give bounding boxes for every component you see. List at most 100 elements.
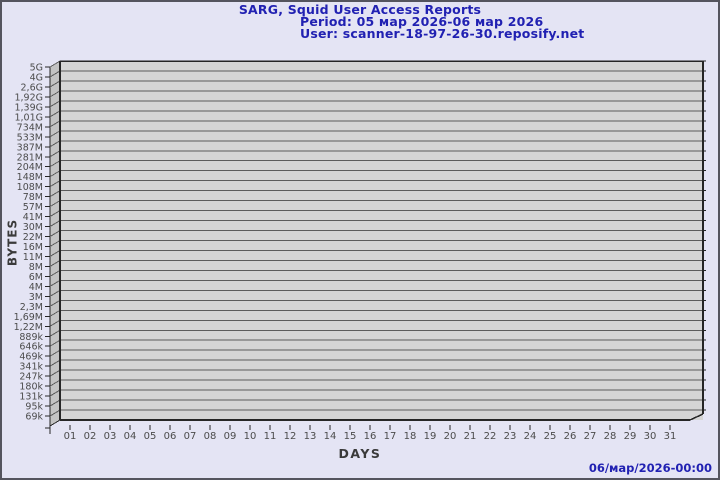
wall-grid-line [49, 289, 61, 297]
y-tick-label: 341k [19, 362, 43, 373]
wall-grid-line [49, 250, 61, 257]
x-tick-label: 29 [624, 431, 637, 442]
wall-grid-line [49, 60, 61, 68]
y-tick-label: 3M [29, 292, 43, 303]
wall-grid-line [49, 230, 61, 237]
x-tick-label: 18 [404, 431, 417, 442]
x-tick-label: 07 [184, 431, 197, 442]
y-tick-label: 1,92G [14, 92, 43, 103]
wall-grid-line [49, 120, 61, 128]
y-tick-label: 16M [23, 242, 43, 253]
y-tick-label: 57M [23, 202, 43, 213]
wall-grid-line [49, 80, 61, 88]
x-tick-label: 31 [664, 431, 677, 442]
wall-grid-line [49, 220, 61, 227]
x-tick-label: 27 [584, 431, 597, 442]
y-tick-label: 1,01G [14, 112, 43, 123]
y-tick-label: 734M [17, 122, 43, 133]
y-tick-label: 180k [19, 382, 43, 393]
wall-grid-line [49, 200, 61, 208]
y-tick-label: 2,3M [20, 302, 43, 313]
y-tick-label: 69k [25, 412, 43, 423]
wall-grid-line [49, 70, 61, 78]
y-tick-label: 11M [23, 252, 43, 263]
x-tick-label: 10 [244, 431, 257, 442]
wall-grid-line [49, 309, 61, 317]
wall-grid-line [49, 339, 61, 347]
x-tick-label: 03 [104, 431, 117, 442]
x-tick-label: 15 [344, 431, 357, 442]
x-tick-label: 13 [304, 431, 317, 442]
wall-grid-line [49, 90, 61, 98]
wall-grid-line [49, 349, 61, 357]
wall-grid-line [49, 240, 61, 247]
y-tick-label: 2,6G [21, 82, 43, 93]
wall-grid-line [49, 140, 61, 148]
x-tick-label: 22 [484, 431, 497, 442]
x-tick-label: 04 [124, 431, 137, 442]
y-tick-label: 8M [29, 262, 43, 273]
wall-grid-line [49, 369, 61, 377]
x-tick-label: 11 [264, 431, 277, 442]
wall-grid-line [49, 260, 61, 267]
y-tick-label: 108M [17, 182, 43, 193]
y-tick-label: 247k [19, 372, 43, 383]
x-tick-label: 28 [604, 431, 617, 442]
y-tick-label: 1,22M [14, 322, 43, 333]
y-tick-label: 1,69M [14, 312, 43, 323]
y-tick-label: 646k [19, 342, 43, 353]
y-tick-label: 1,39G [14, 102, 43, 113]
wall-grid-line [49, 180, 61, 188]
chart-title: SARG, Squid User Access Reports [238, 2, 482, 17]
y-tick-label: 78M [23, 192, 43, 203]
x-tick-label: 24 [524, 431, 537, 442]
y-tick-label: 30M [23, 222, 43, 233]
wall-grid-line [49, 190, 61, 198]
wall-grid-line [49, 299, 61, 307]
x-tick-label: 21 [464, 431, 477, 442]
y-tick-label: 22M [23, 232, 43, 243]
x-tick-label: 06 [164, 431, 177, 442]
wall-grid-line [49, 100, 61, 108]
x-tick-label: 17 [384, 431, 397, 442]
chart-subtitle: Period: 05 мар 2026-06 мар 2026 User: sc… [300, 16, 584, 39]
wall-grid-line [49, 409, 61, 417]
y-axis-title: BYTES [5, 218, 20, 267]
y-tick-label: 41M [23, 212, 43, 223]
wall-grid-line [49, 130, 61, 138]
x-tick-label: 20 [444, 431, 457, 442]
wall-grid-line [49, 389, 61, 397]
y-tick-label: 469k [19, 352, 43, 363]
y-tick-label: 131k [19, 392, 43, 403]
y-tick-label: 5G [30, 63, 43, 74]
x-tick-label: 30 [644, 431, 657, 442]
x-tick-label: 23 [504, 431, 517, 442]
x-tick-label: 16 [364, 431, 377, 442]
x-tick-label: 09 [224, 431, 237, 442]
bottom-right-bevel [689, 413, 704, 421]
y-tick-label: 95k [25, 402, 43, 413]
x-tick-label: 08 [204, 431, 217, 442]
wall-grid-line [49, 279, 61, 287]
wall-grid-line [49, 160, 61, 168]
wall-grid-line [49, 269, 61, 277]
x-tick-label: 02 [84, 431, 97, 442]
x-tick-label: 26 [564, 431, 577, 442]
report-user: User: scanner-18-97-26-30.reposify.net [300, 25, 585, 41]
y-tick-label: 4M [29, 282, 43, 293]
y-tick-label: 4G [30, 72, 43, 83]
wall-grid-line [49, 210, 61, 218]
x-tick-label: 25 [544, 431, 557, 442]
report-period: Period: 05 мар 2026-06 мар 2026 [300, 14, 544, 29]
wall-grid-line [49, 379, 61, 387]
y-tick-label: 6M [29, 272, 43, 283]
y-tick-label: 889k [19, 332, 43, 343]
x-tick-label: 01 [64, 431, 77, 442]
x-tick-label: 14 [324, 431, 337, 442]
x-axis-title: DAYS [338, 446, 382, 461]
y-tick-label: 148M [17, 172, 43, 183]
wall-grid-line [49, 359, 61, 367]
wall-grid-line [49, 110, 61, 118]
